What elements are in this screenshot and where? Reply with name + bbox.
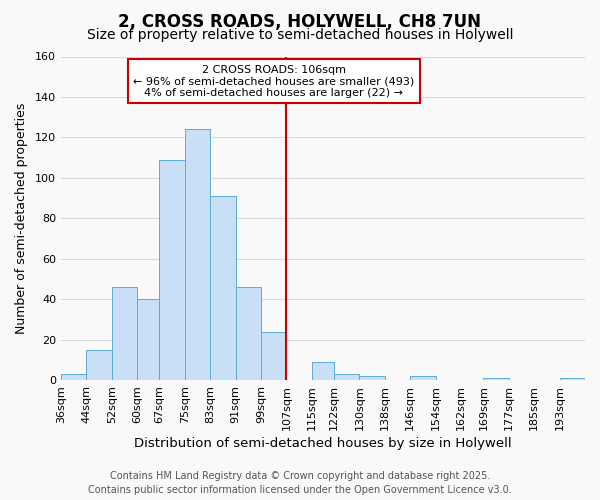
Y-axis label: Number of semi-detached properties: Number of semi-detached properties (15, 102, 28, 334)
Bar (261, 332, 286, 380)
Text: Size of property relative to semi-detached houses in Holywell: Size of property relative to semi-detach… (87, 28, 513, 42)
Bar (160, 160, 185, 380)
Bar (185, 130, 210, 380)
Bar (560, 378, 585, 380)
Bar (484, 378, 509, 380)
Bar (112, 287, 137, 380)
Text: 2 CROSS ROADS: 106sqm
← 96% of semi-detached houses are smaller (493)
4% of semi: 2 CROSS ROADS: 106sqm ← 96% of semi-deta… (133, 64, 415, 98)
X-axis label: Distribution of semi-detached houses by size in Holywell: Distribution of semi-detached houses by … (134, 437, 512, 450)
Bar (312, 362, 334, 380)
Bar (210, 196, 236, 380)
Bar (137, 300, 160, 380)
Bar (334, 374, 359, 380)
Bar (86, 350, 112, 380)
Bar (410, 376, 436, 380)
Text: 2, CROSS ROADS, HOLYWELL, CH8 7UN: 2, CROSS ROADS, HOLYWELL, CH8 7UN (119, 12, 482, 30)
Text: Contains HM Land Registry data © Crown copyright and database right 2025.
Contai: Contains HM Land Registry data © Crown c… (88, 471, 512, 495)
Bar (61, 374, 86, 380)
Bar (236, 287, 261, 380)
Bar (359, 376, 385, 380)
